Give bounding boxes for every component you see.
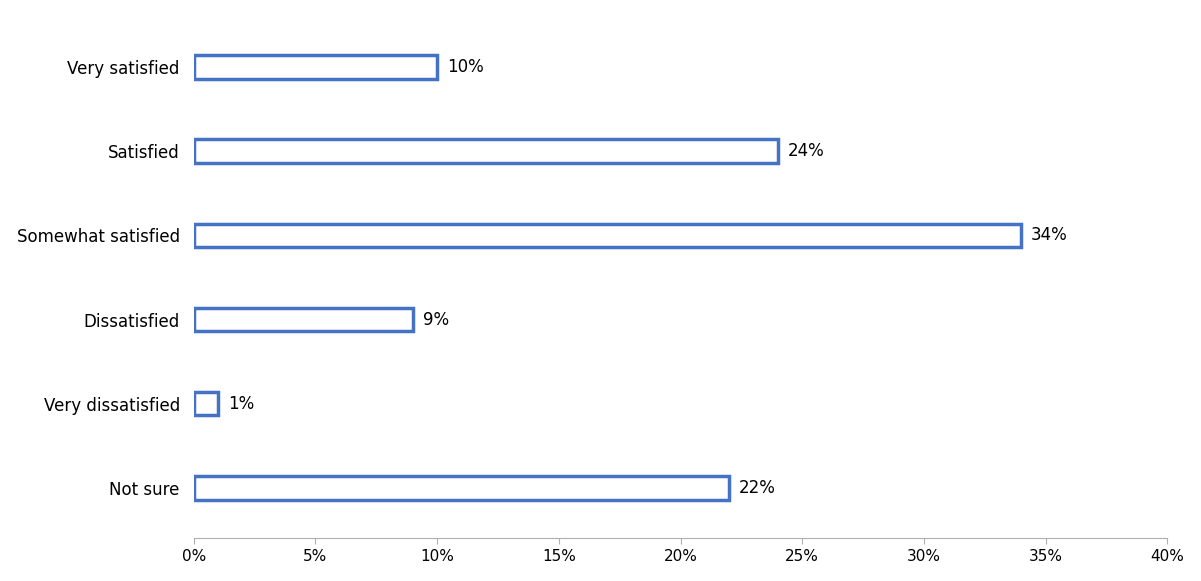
Text: 9%: 9%	[423, 310, 449, 328]
Text: 10%: 10%	[447, 58, 484, 76]
Bar	[193, 139, 778, 163]
Text: 34%: 34%	[1032, 227, 1068, 245]
Text: 1%: 1%	[228, 394, 253, 413]
Bar	[193, 224, 1021, 247]
Bar	[193, 308, 413, 331]
Text: 22%: 22%	[739, 479, 776, 497]
Bar	[193, 392, 219, 415]
Bar	[193, 55, 437, 79]
Bar	[193, 476, 729, 500]
Text: 24%: 24%	[788, 142, 824, 160]
